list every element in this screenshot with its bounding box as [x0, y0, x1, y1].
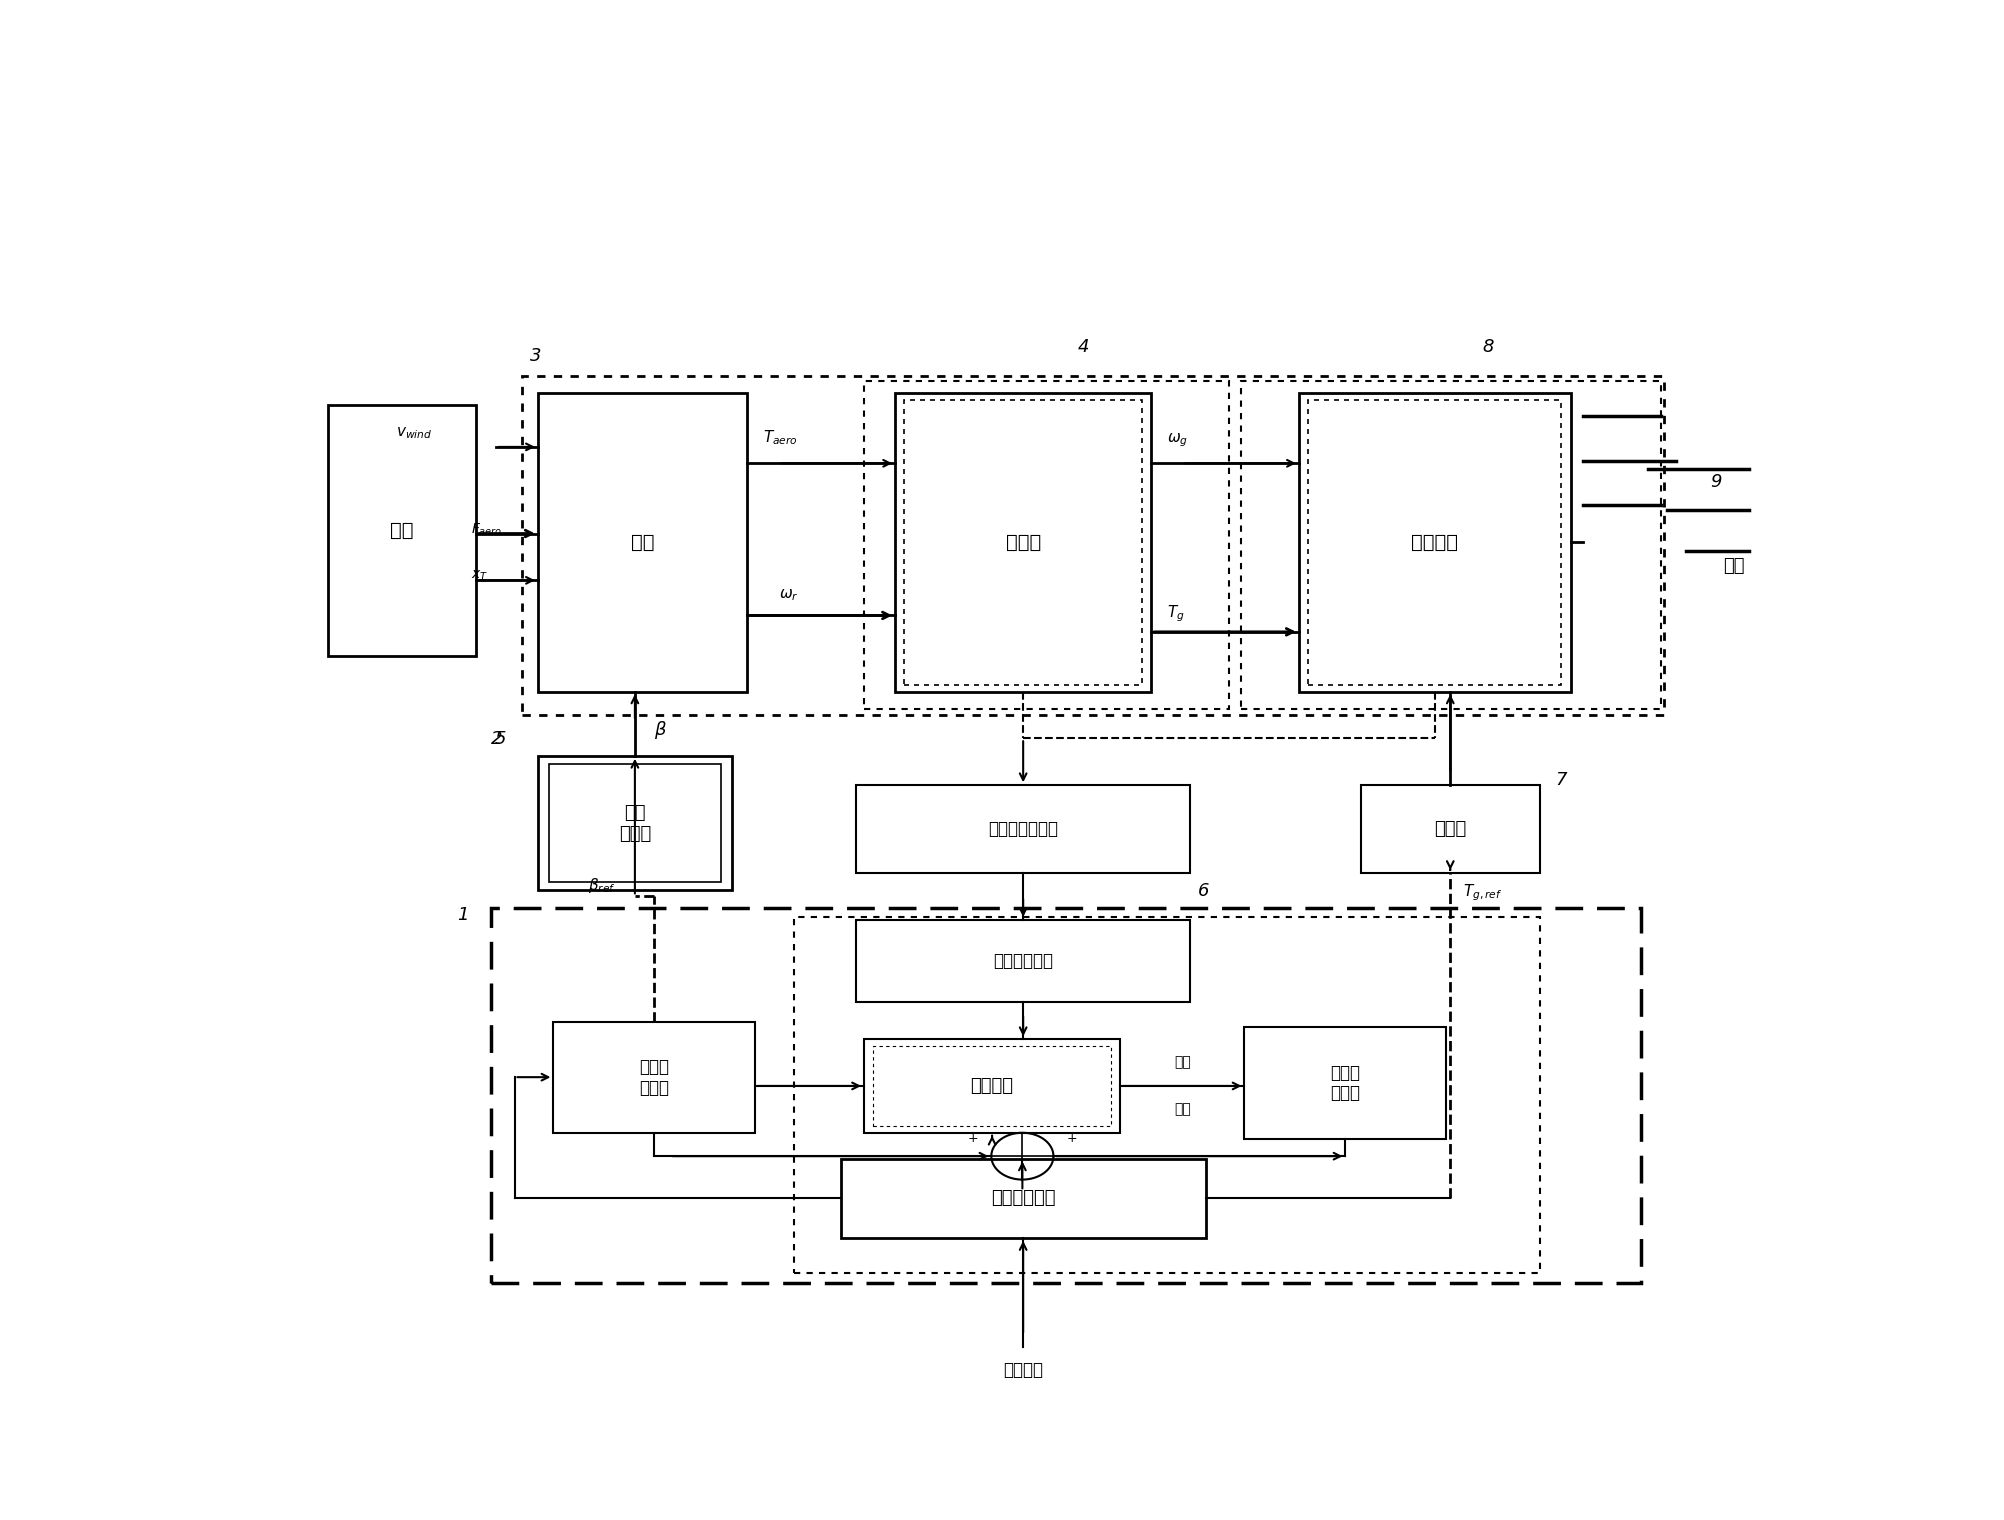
Text: 9: 9 — [1709, 473, 1721, 491]
Bar — [1361, 786, 1539, 872]
Bar — [553, 1021, 756, 1132]
Bar — [537, 755, 731, 891]
Bar — [1240, 382, 1661, 708]
Text: 参考轨
迹模块: 参考轨 迹模块 — [1331, 1064, 1361, 1102]
Text: 电网: 电网 — [1723, 558, 1743, 575]
Bar — [864, 1040, 1120, 1132]
Text: 7: 7 — [1555, 771, 1567, 789]
Text: $\beta$: $\beta$ — [653, 719, 667, 740]
Bar — [1244, 1028, 1447, 1138]
Bar — [523, 375, 1663, 714]
Bar — [874, 1046, 1110, 1126]
Bar — [549, 765, 721, 882]
Text: 5: 5 — [495, 730, 505, 748]
Text: $\beta_{ref}$: $\beta_{ref}$ — [587, 877, 615, 895]
Text: $\omega_r$: $\omega_r$ — [778, 587, 798, 602]
Text: 传动链: 传动链 — [1006, 534, 1040, 552]
Text: 4: 4 — [1078, 337, 1088, 356]
Bar — [896, 394, 1150, 692]
Text: 反馈信息测量器: 反馈信息测量器 — [988, 821, 1058, 838]
Bar — [1299, 394, 1571, 692]
Text: 扰动: 扰动 — [1174, 1102, 1190, 1116]
Text: 风速: 风速 — [1174, 1055, 1190, 1070]
Text: 1: 1 — [457, 906, 469, 924]
Text: 8: 8 — [1483, 337, 1493, 356]
Text: 3: 3 — [529, 348, 541, 365]
Text: 变流器: 变流器 — [1435, 821, 1467, 838]
Text: 发电单元: 发电单元 — [1411, 534, 1459, 552]
Text: $T_{g,ref}$: $T_{g,ref}$ — [1463, 883, 1503, 903]
Text: 风轮: 风轮 — [631, 534, 655, 552]
Text: 预测模块: 预测模块 — [970, 1078, 1014, 1094]
Text: 滚动优化模块: 滚动优化模块 — [990, 1189, 1056, 1207]
Text: $F_{aero}$: $F_{aero}$ — [471, 521, 503, 538]
Bar — [491, 907, 1641, 1283]
Text: +: + — [968, 1132, 978, 1145]
Bar — [856, 920, 1190, 1002]
Bar — [329, 404, 475, 657]
Text: 6: 6 — [1198, 882, 1208, 900]
Bar — [864, 382, 1228, 708]
Bar — [842, 1158, 1206, 1239]
Text: 状态估计模块: 状态估计模块 — [994, 952, 1054, 970]
Text: $x_T$: $x_T$ — [471, 568, 489, 582]
Text: 变桨
驱动器: 变桨 驱动器 — [619, 804, 651, 842]
Text: 2: 2 — [491, 730, 503, 748]
Text: $T_g$: $T_g$ — [1166, 603, 1184, 625]
Bar — [904, 400, 1142, 684]
Text: +: + — [1066, 1132, 1078, 1145]
Bar — [856, 786, 1190, 872]
Text: $v_{wind}$: $v_{wind}$ — [397, 426, 433, 441]
Text: 塔筒: 塔筒 — [391, 521, 413, 540]
Text: 在线校
正模块: 在线校 正模块 — [639, 1058, 669, 1096]
Text: $T_{aero}$: $T_{aero}$ — [764, 429, 798, 447]
Text: $\omega_g$: $\omega_g$ — [1166, 432, 1188, 448]
Bar — [794, 918, 1539, 1274]
Text: 约束条件: 约束条件 — [1004, 1362, 1044, 1379]
Bar — [537, 394, 747, 692]
Bar — [1309, 400, 1561, 684]
